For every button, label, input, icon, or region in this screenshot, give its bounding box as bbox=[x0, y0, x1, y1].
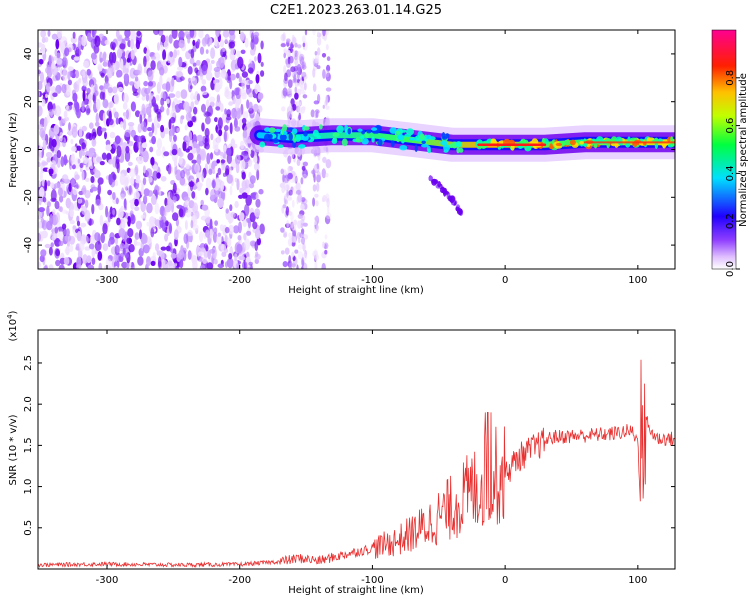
heatmap-xlabel: Height of straight line (km) bbox=[288, 285, 424, 296]
branch bbox=[428, 175, 464, 216]
y-tick-label: 1.0 bbox=[23, 479, 34, 495]
x-tick-label: -100 bbox=[361, 575, 384, 586]
ridge bbox=[242, 118, 675, 162]
x-tick-label: 100 bbox=[628, 275, 647, 286]
y-tick-label: 1.5 bbox=[23, 437, 34, 453]
colorbar-tick-label: 0.4 bbox=[725, 165, 736, 181]
x-tick-label: 0 bbox=[502, 275, 508, 286]
snr-axes: -300 -200 -100 0 100 0.5 1.0 1.5 2.0 2.5 bbox=[23, 330, 675, 586]
y-tick-label: -40 bbox=[23, 237, 34, 253]
snr-series-line bbox=[38, 359, 675, 569]
colorbar-frame bbox=[711, 29, 737, 270]
y-tick-label: 2.0 bbox=[23, 396, 34, 412]
y-tick-label: 40 bbox=[23, 48, 34, 61]
svg-text:(x104): (x104) bbox=[6, 310, 19, 341]
heatmap-data bbox=[38, 30, 675, 269]
colorbar-tick-label: 0.8 bbox=[725, 70, 736, 86]
noise-field bbox=[38, 30, 332, 269]
snr-exponent: (x104) bbox=[6, 310, 19, 341]
colorbar-tick-label: 0.0 bbox=[725, 261, 736, 277]
y-tick-label: 0.5 bbox=[23, 520, 34, 536]
snr-frame bbox=[37, 329, 676, 570]
snr-exponent-base: (x10 bbox=[8, 319, 19, 342]
x-tick-label: -300 bbox=[96, 275, 119, 286]
snr-data bbox=[38, 359, 675, 569]
colorbar-tick-label: 0.6 bbox=[725, 118, 736, 134]
heatmap-ylabel: Frequency (Hz) bbox=[8, 112, 19, 188]
snr-plot-area bbox=[38, 330, 675, 569]
x-tick-label: -200 bbox=[228, 575, 251, 586]
x-tick-label: -100 bbox=[361, 275, 384, 286]
colorbar-tick-label: 0.2 bbox=[725, 213, 736, 229]
snr-xlabel: Height of straight line (km) bbox=[288, 585, 424, 596]
chart-title: C2E1.2023.263.01.14.G25 bbox=[270, 3, 442, 18]
snr-panel: -300 -200 -100 0 100 0.5 1.0 1.5 2.0 2.5 Height o… bbox=[6, 310, 676, 596]
x-tick-label: -300 bbox=[96, 575, 119, 586]
y-tick-label: 0 bbox=[23, 146, 34, 152]
y-tick-label: 20 bbox=[23, 95, 34, 108]
snr-ylabel: SNR (10 * v/v) bbox=[8, 414, 19, 485]
y-tick-label: 2.5 bbox=[23, 355, 34, 371]
x-tick-label: 100 bbox=[628, 575, 647, 586]
colorbar: 0.0 0.2 0.4 0.6 0.8 Normalized spectral ampl… bbox=[711, 29, 749, 277]
snr-exponent-power: 4 bbox=[6, 314, 14, 319]
colorbar-label: Normalized spectral amplitude bbox=[738, 73, 749, 227]
y-tick-label: -20 bbox=[23, 189, 34, 205]
colorbar-ticks: 0.0 0.2 0.4 0.6 0.8 bbox=[725, 70, 740, 277]
x-tick-label: -200 bbox=[228, 275, 251, 286]
colorbar-gradient bbox=[712, 30, 736, 269]
x-tick-label: 0 bbox=[502, 575, 508, 586]
